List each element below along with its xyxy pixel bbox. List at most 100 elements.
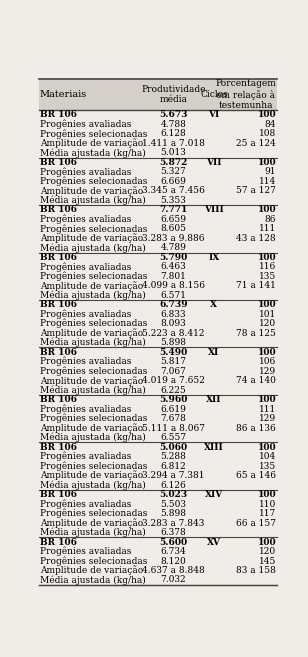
Text: 7.032: 7.032 [160, 576, 186, 585]
Text: 8.093: 8.093 [160, 319, 186, 328]
Text: 6.659: 6.659 [160, 215, 186, 224]
Text: X: X [210, 300, 217, 309]
Text: 6.225: 6.225 [160, 386, 186, 395]
Text: Amplitude de variação: Amplitude de variação [40, 470, 143, 480]
Text: 5.223 a 8.412: 5.223 a 8.412 [142, 328, 205, 338]
Text: Ciclos: Ciclos [200, 90, 228, 99]
Text: 6.619: 6.619 [160, 405, 186, 414]
Text: Amplitude de variação: Amplitude de variação [40, 518, 143, 528]
Text: 78 a 125: 78 a 125 [236, 328, 276, 338]
Text: 120: 120 [259, 547, 276, 556]
Text: 5.060: 5.060 [159, 443, 188, 451]
Text: Progênies avaliadas: Progênies avaliadas [40, 452, 131, 461]
Text: Progênies selecionadas: Progênies selecionadas [40, 509, 147, 518]
Text: 6.734: 6.734 [160, 547, 186, 556]
Text: 129: 129 [259, 414, 276, 423]
Text: 135: 135 [259, 462, 276, 470]
Text: 100: 100 [257, 395, 276, 404]
Text: Progênies avaliadas: Progênies avaliadas [40, 547, 131, 556]
Text: Amplitude de variação: Amplitude de variação [40, 139, 143, 148]
Text: 6.463: 6.463 [160, 262, 186, 271]
Text: VI: VI [208, 110, 220, 120]
Text: 116: 116 [259, 262, 276, 271]
Text: 86 a 136: 86 a 136 [236, 424, 276, 433]
Text: 5.673: 5.673 [159, 110, 188, 120]
Text: Progênies selecionadas: Progênies selecionadas [40, 177, 147, 186]
Text: Progênies avaliadas: Progênies avaliadas [40, 405, 131, 414]
Text: 4.019 a 7.652: 4.019 a 7.652 [142, 376, 205, 385]
Text: 57 a 127: 57 a 127 [236, 187, 276, 195]
Text: 129: 129 [259, 367, 276, 376]
Text: 5.503: 5.503 [160, 499, 186, 509]
Text: 74 a 140: 74 a 140 [236, 376, 276, 385]
Text: 100: 100 [257, 300, 276, 309]
Text: Progênies avaliadas: Progênies avaliadas [40, 167, 131, 177]
Text: Progênies selecionadas: Progênies selecionadas [40, 271, 147, 281]
Text: 6.557: 6.557 [160, 433, 186, 442]
Text: 117: 117 [259, 509, 276, 518]
Text: Média ajustada (kg/ha): Média ajustada (kg/ha) [40, 196, 145, 205]
Text: 6.833: 6.833 [160, 309, 186, 319]
Text: Progênies avaliadas: Progênies avaliadas [40, 309, 131, 319]
Text: Progênies avaliadas: Progênies avaliadas [40, 120, 131, 129]
Text: BR 106: BR 106 [40, 158, 77, 167]
Text: 7.771: 7.771 [159, 206, 188, 214]
Text: 100: 100 [257, 158, 276, 167]
Text: 110: 110 [259, 499, 276, 509]
Text: Média ajustada (kg/ha): Média ajustada (kg/ha) [40, 433, 145, 442]
Text: 104: 104 [259, 452, 276, 461]
Text: 84: 84 [265, 120, 276, 129]
Text: BR 106: BR 106 [40, 110, 77, 120]
Text: 5.013: 5.013 [160, 148, 186, 158]
Text: 5.353: 5.353 [160, 196, 186, 205]
Text: 114: 114 [259, 177, 276, 186]
Text: Progênies selecionadas: Progênies selecionadas [40, 461, 147, 471]
Text: BR 106: BR 106 [40, 206, 77, 214]
Text: Porcentagem
em relação à
testemunha: Porcentagem em relação à testemunha [215, 79, 276, 110]
Text: 106: 106 [259, 357, 276, 366]
Text: 7.801: 7.801 [160, 272, 186, 281]
Text: Progênies selecionadas: Progênies selecionadas [40, 556, 147, 566]
Text: 7.067: 7.067 [160, 367, 186, 376]
Text: 1.411 a 7.018: 1.411 a 7.018 [142, 139, 205, 148]
Text: 135: 135 [259, 272, 276, 281]
Text: BR 106: BR 106 [40, 300, 77, 309]
Text: 5.600: 5.600 [159, 537, 188, 547]
Text: 100: 100 [257, 253, 276, 261]
Text: 7.678: 7.678 [160, 414, 186, 423]
Text: 100: 100 [257, 443, 276, 451]
Text: BR 106: BR 106 [40, 348, 77, 357]
Text: BR 106: BR 106 [40, 537, 77, 547]
Text: 25 a 124: 25 a 124 [236, 139, 276, 148]
Text: 3.283 a 9.886: 3.283 a 9.886 [142, 234, 205, 243]
Text: 6.669: 6.669 [160, 177, 186, 186]
Text: 8.605: 8.605 [160, 224, 186, 233]
Text: BR 106: BR 106 [40, 253, 77, 261]
Text: 86: 86 [265, 215, 276, 224]
Text: 5.490: 5.490 [159, 348, 188, 357]
Text: 3.345 a 7.456: 3.345 a 7.456 [142, 187, 205, 195]
Text: Progênies avaliadas: Progênies avaliadas [40, 215, 131, 224]
Text: 4.789: 4.789 [160, 243, 186, 252]
Text: 91: 91 [265, 168, 276, 176]
Text: 6.812: 6.812 [160, 462, 186, 470]
Text: Média ajustada (kg/ha): Média ajustada (kg/ha) [40, 148, 145, 158]
Text: 111: 111 [259, 224, 276, 233]
Text: Média ajustada (kg/ha): Média ajustada (kg/ha) [40, 338, 145, 348]
Text: 5.023: 5.023 [159, 490, 188, 499]
Text: Progênies selecionadas: Progênies selecionadas [40, 129, 147, 139]
Text: BR 106: BR 106 [40, 395, 77, 404]
Text: 5.288: 5.288 [160, 452, 186, 461]
Text: Amplitude de variação: Amplitude de variação [40, 376, 143, 386]
Text: 43 a 128: 43 a 128 [236, 234, 276, 243]
Text: 5.872: 5.872 [159, 158, 188, 167]
Text: 3.294 a 7.381: 3.294 a 7.381 [142, 471, 205, 480]
Text: 83 a 158: 83 a 158 [236, 566, 276, 575]
Bar [38, 79, 277, 110]
Text: 100: 100 [257, 206, 276, 214]
Text: Amplitude de variação: Amplitude de variação [40, 233, 143, 243]
Text: Produtividade
média: Produtividade média [141, 85, 206, 104]
Text: 4.637 a 8.848: 4.637 a 8.848 [142, 566, 205, 575]
Text: XI: XI [208, 348, 220, 357]
Text: Progênies selecionadas: Progênies selecionadas [40, 367, 147, 376]
